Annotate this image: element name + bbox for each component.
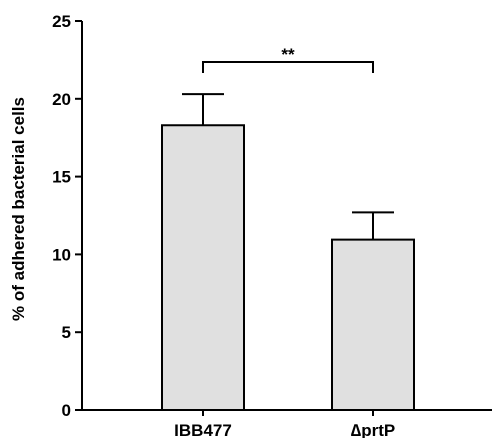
y-axis-title: % of adhered bacterial cells: [9, 97, 28, 321]
significance-label: **: [281, 45, 295, 64]
y-tick-label: 20: [52, 90, 71, 109]
y-tick-label: 15: [52, 168, 71, 187]
bar: [331, 238, 415, 411]
y-tick-label: 5: [62, 323, 71, 342]
significance-line: [202, 61, 374, 73]
y-axis: 0 5 10 15 20 25: [52, 12, 83, 420]
bar: [161, 124, 245, 411]
x-axis: IBB477 ∆prtP: [81, 409, 492, 438]
significance-bracket: **: [202, 45, 374, 73]
x-tick-label: ∆prtP: [351, 421, 395, 438]
y-tick-label: 25: [52, 12, 71, 31]
y-tick-label: 10: [52, 245, 71, 264]
bars: [161, 93, 415, 411]
y-tick-label: 0: [62, 401, 71, 420]
x-tick-label: IBB477: [174, 421, 232, 438]
